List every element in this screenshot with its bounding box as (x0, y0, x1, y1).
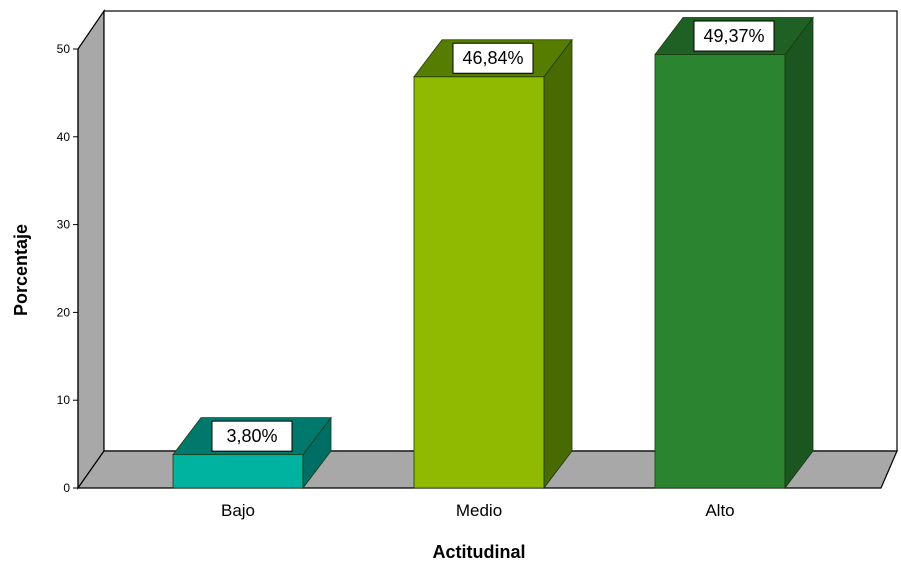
y-axis-title: Porcentaje (11, 224, 31, 316)
bar-front (654, 54, 786, 489)
y-tick-label: 20 (57, 305, 71, 319)
y-tick-label: 50 (57, 42, 71, 56)
bar-medio (413, 38, 573, 490)
x-tick-label: Alto (705, 501, 734, 520)
data-label: 49,37% (693, 20, 775, 52)
bar-side (543, 38, 573, 490)
left-wall (77, 9, 105, 490)
data-label-box (452, 42, 534, 74)
y-tick-label: 40 (57, 130, 71, 144)
x-tick-label: Bajo (221, 501, 255, 520)
bar-front (172, 454, 304, 489)
data-label-text: 49,37% (703, 26, 764, 46)
data-label-box (211, 420, 293, 452)
bar-front (413, 76, 545, 489)
x-axis-title: Actitudinal (433, 542, 526, 562)
data-label-box (693, 20, 775, 52)
data-label: 3,80% (211, 420, 293, 452)
data-label: 46,84% (452, 42, 534, 74)
bar-alto (654, 16, 814, 490)
y-axis: 0 10 20 30 40 50 (57, 42, 79, 495)
y-tick-label: 30 (57, 218, 71, 232)
data-label-text: 46,84% (462, 48, 523, 68)
bar-side (784, 16, 814, 490)
y-tick-label: 10 (57, 393, 71, 407)
y-tick-label: 0 (63, 481, 70, 495)
data-label-text: 3,80% (226, 426, 277, 446)
data-labels: Bajo 3,80% Medio 46,84% Alto 49,37% (211, 20, 775, 520)
x-tick-label: Medio (456, 501, 502, 520)
